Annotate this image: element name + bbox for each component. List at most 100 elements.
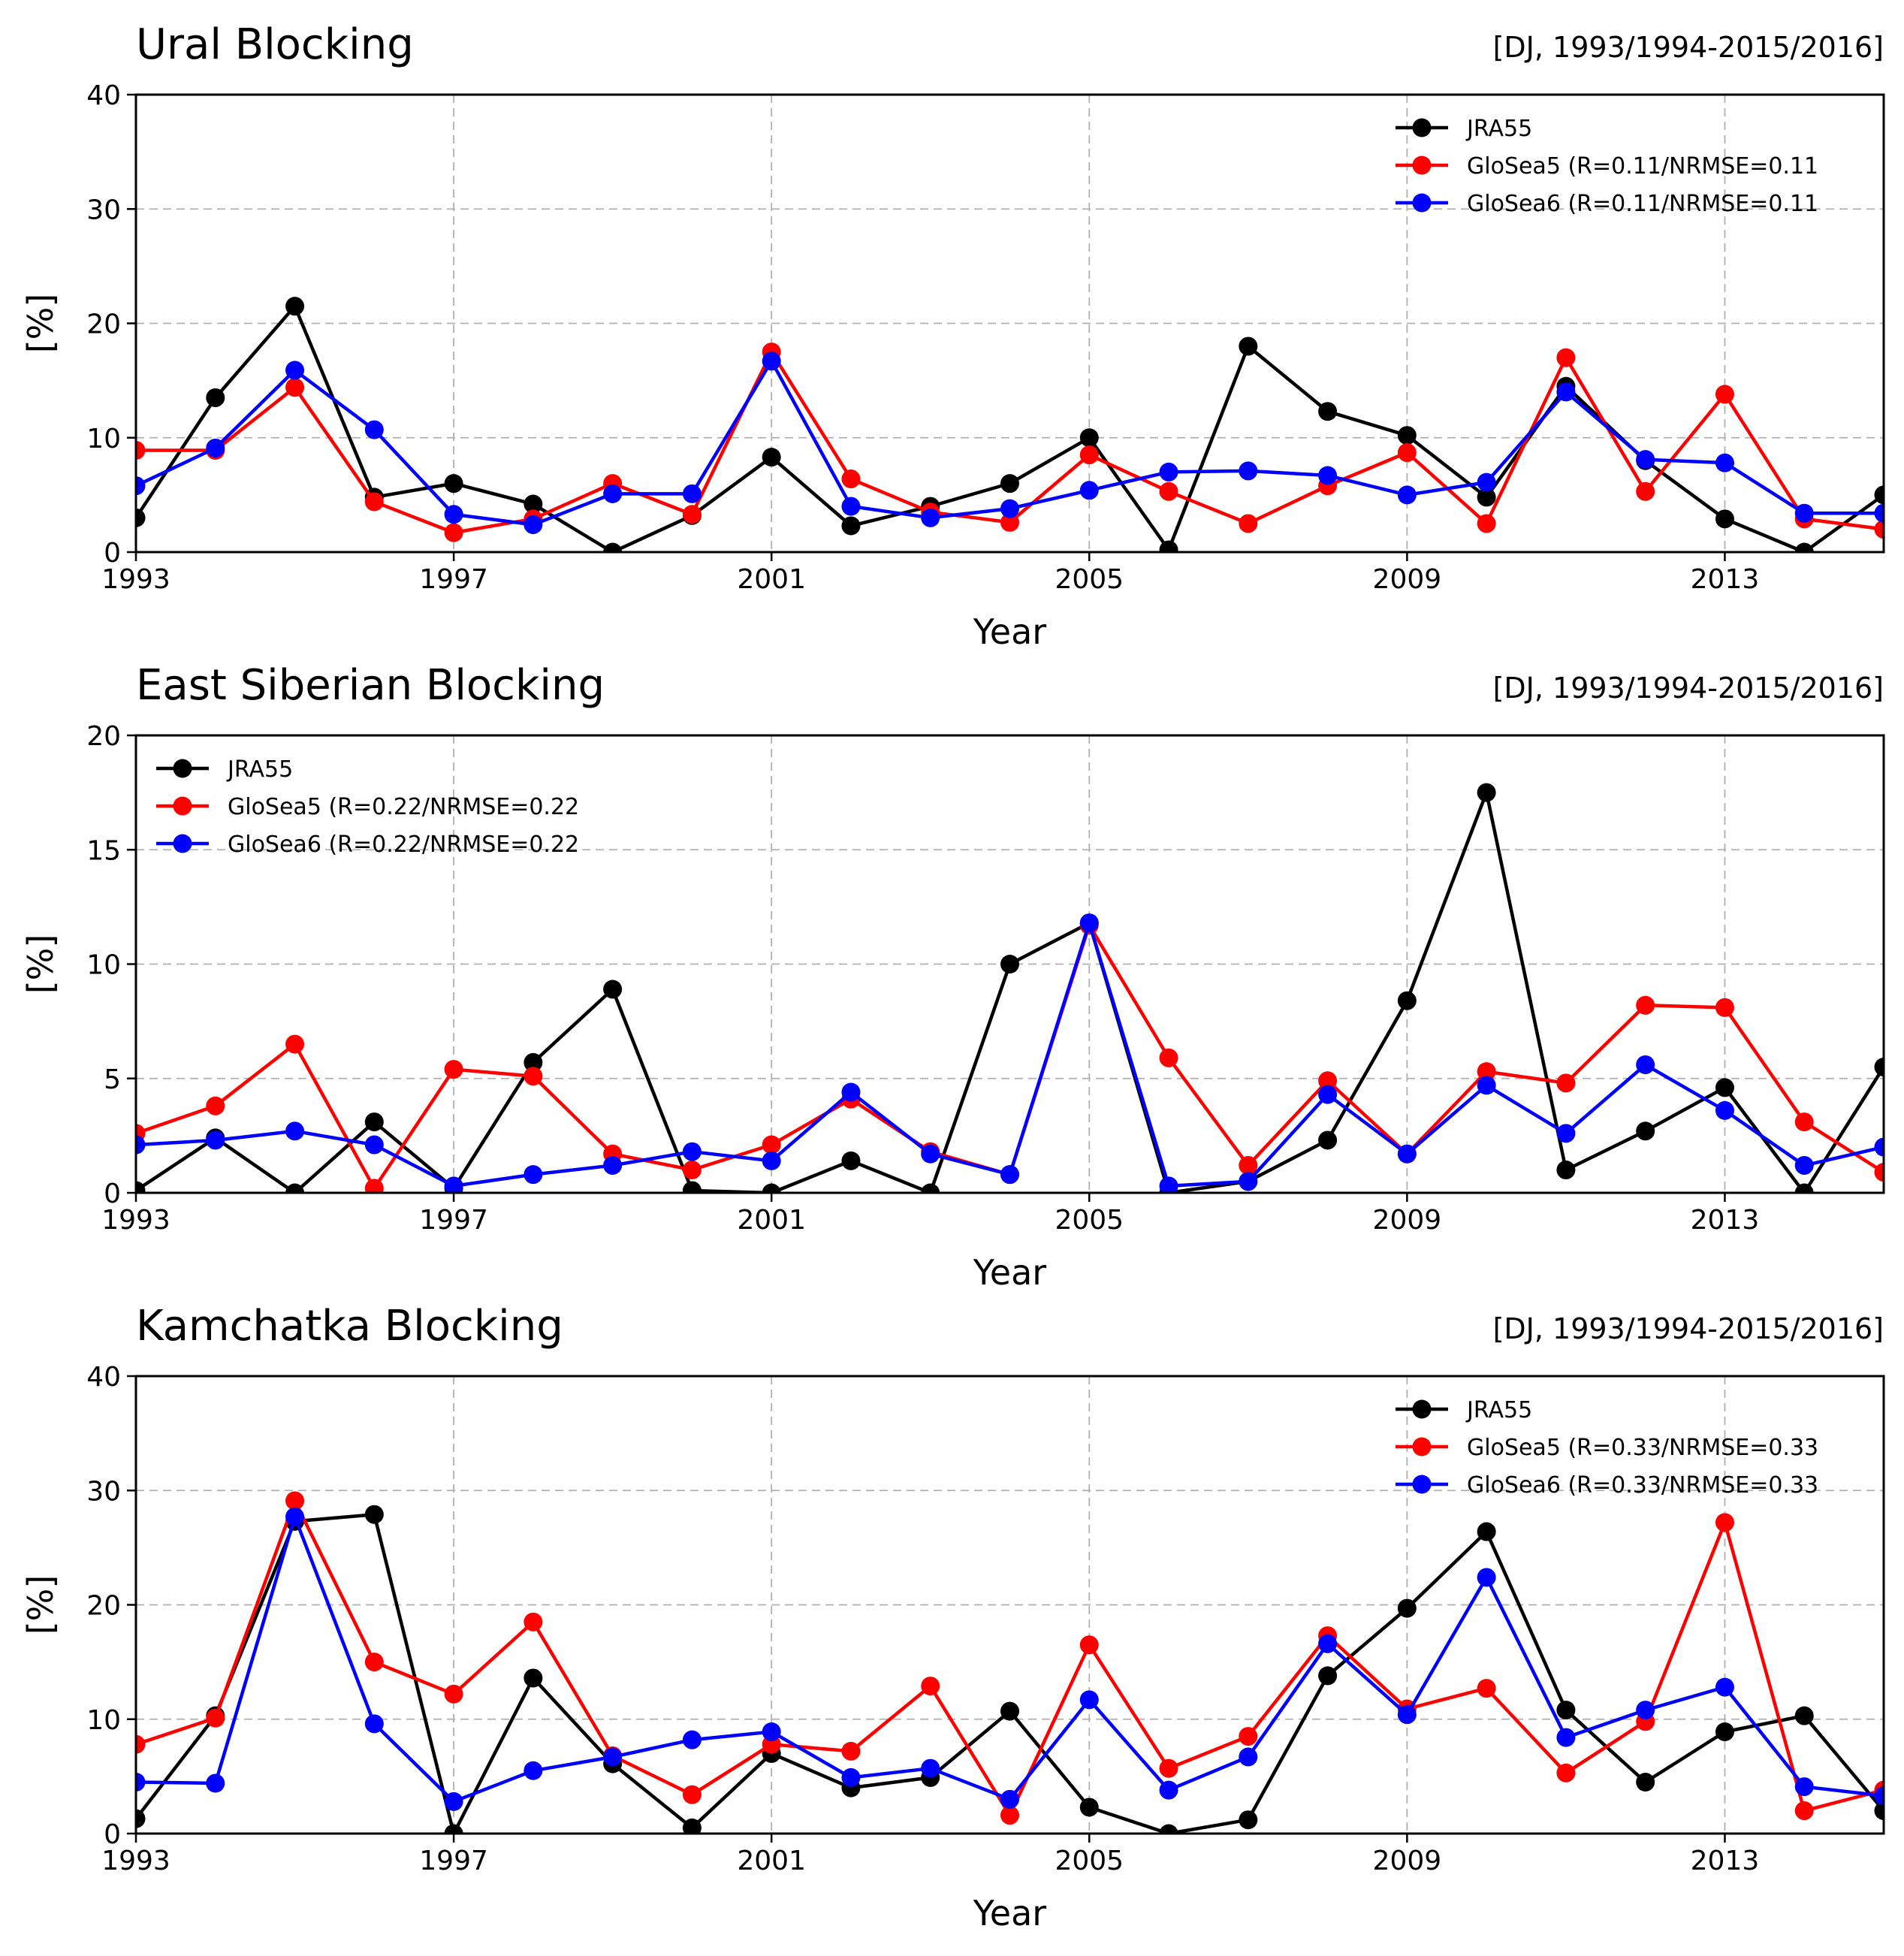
data-point <box>1000 955 1019 973</box>
data-point <box>206 388 225 407</box>
data-point <box>1239 1172 1258 1191</box>
data-point <box>1874 1137 1884 1157</box>
x-axis-label: Year <box>973 611 1046 652</box>
data-point <box>1159 1780 1178 1800</box>
legend-entry-3: GloSea6 (R=0.22/NRMSE=0.22 <box>156 832 579 858</box>
panel-period: [DJ, 1993/1994-2015/2016] <box>1493 672 1884 705</box>
legend-label: JRA55 <box>1465 116 1532 142</box>
data-point <box>1318 1634 1338 1653</box>
data-point <box>524 1165 543 1185</box>
data-point <box>1477 487 1496 507</box>
data-point <box>1794 1777 1814 1797</box>
y-tick-label: 10 <box>86 424 121 454</box>
data-point <box>136 1734 146 1754</box>
data-point <box>1556 1728 1576 1747</box>
series-line-1 <box>136 1512 1884 1834</box>
x-tick-label: 2009 <box>1373 1846 1442 1876</box>
y-tick-label: 20 <box>86 721 121 752</box>
x-tick-label: 1997 <box>419 1205 488 1236</box>
data-point <box>1874 520 1884 539</box>
data-point <box>285 1034 305 1054</box>
data-point <box>841 1082 861 1102</box>
data-point <box>206 1708 225 1728</box>
data-point <box>1397 991 1417 1010</box>
data-point <box>762 1151 781 1170</box>
data-point <box>682 1730 702 1749</box>
legend-marker <box>1412 1475 1432 1494</box>
data-point <box>1556 1763 1576 1782</box>
y-tick-label: 15 <box>86 835 121 866</box>
data-point <box>1477 783 1496 802</box>
legend-marker <box>1412 1399 1432 1419</box>
x-tick-label: 1993 <box>101 1205 170 1236</box>
data-point <box>762 1722 781 1741</box>
legend-marker <box>173 759 192 778</box>
data-point <box>1715 509 1734 529</box>
data-point <box>364 1179 384 1193</box>
data-point <box>1000 1789 1019 1809</box>
data-point <box>1794 542 1814 552</box>
data-point <box>1874 485 1884 505</box>
x-tick-label: 2005 <box>1055 564 1124 595</box>
data-point <box>1318 1666 1338 1686</box>
data-point <box>1239 514 1258 533</box>
y-tick-label: 5 <box>104 1064 121 1095</box>
y-tick-label: 30 <box>86 195 121 225</box>
series-line-2 <box>136 1499 1884 1817</box>
data-point <box>1079 1690 1099 1710</box>
data-point <box>444 505 463 524</box>
data-point <box>1715 1513 1734 1532</box>
data-point <box>841 1741 861 1761</box>
data-point <box>1715 1722 1734 1741</box>
data-point <box>364 1112 384 1132</box>
data-point <box>841 516 861 536</box>
data-point <box>1079 481 1099 500</box>
data-point <box>285 297 305 316</box>
data-point <box>1715 385 1734 404</box>
data-point <box>1556 1701 1576 1720</box>
x-tick-label: 2009 <box>1373 1205 1442 1236</box>
data-point <box>682 484 702 503</box>
y-axis-label: [%] <box>20 294 61 354</box>
data-point <box>1477 1076 1496 1095</box>
data-point <box>1239 1810 1258 1830</box>
data-point <box>841 469 861 489</box>
data-point <box>1794 1801 1814 1821</box>
legend-entry-1: JRA55 <box>156 756 293 783</box>
data-point <box>1477 1062 1496 1082</box>
data-point <box>524 1612 543 1632</box>
data-point <box>1477 1522 1496 1541</box>
panel-title: Kamchatka Blocking <box>136 1302 563 1351</box>
data-point <box>682 1818 702 1834</box>
data-point <box>364 1135 384 1155</box>
data-point <box>364 492 384 512</box>
data-point <box>1000 1806 1019 1825</box>
data-point <box>136 1135 146 1155</box>
data-point <box>1318 466 1338 485</box>
data-point <box>1636 1121 1655 1141</box>
y-tick-label: 40 <box>86 80 121 111</box>
x-tick-label: 2013 <box>1691 1846 1760 1876</box>
x-tick-label: 1993 <box>101 1846 170 1876</box>
data-point <box>1556 382 1576 402</box>
data-point <box>1874 1786 1884 1806</box>
data-point <box>762 352 781 371</box>
x-tick-label: 2013 <box>1691 564 1760 595</box>
data-point <box>1874 1163 1884 1182</box>
legend-marker <box>173 796 192 816</box>
data-point <box>682 1161 702 1180</box>
legend-entry-1: JRA55 <box>1396 116 1532 142</box>
chart-panel-2: 1993 1997 2001 2005 2009 2013 0 5 10 15 20 Year [%] E… <box>20 661 1885 1293</box>
legend-label: JRA55 <box>1465 1397 1532 1423</box>
x-tick-label: 2001 <box>737 1205 806 1236</box>
data-point <box>1794 1706 1814 1725</box>
data-point <box>921 1677 940 1696</box>
data-point <box>1874 1801 1884 1821</box>
data-point <box>206 1773 225 1793</box>
data-point <box>1239 1747 1258 1767</box>
data-point <box>1397 443 1417 463</box>
data-point <box>1159 1176 1178 1193</box>
y-tick-label: 0 <box>104 538 121 569</box>
data-point <box>1715 453 1734 472</box>
data-point <box>136 1181 146 1193</box>
